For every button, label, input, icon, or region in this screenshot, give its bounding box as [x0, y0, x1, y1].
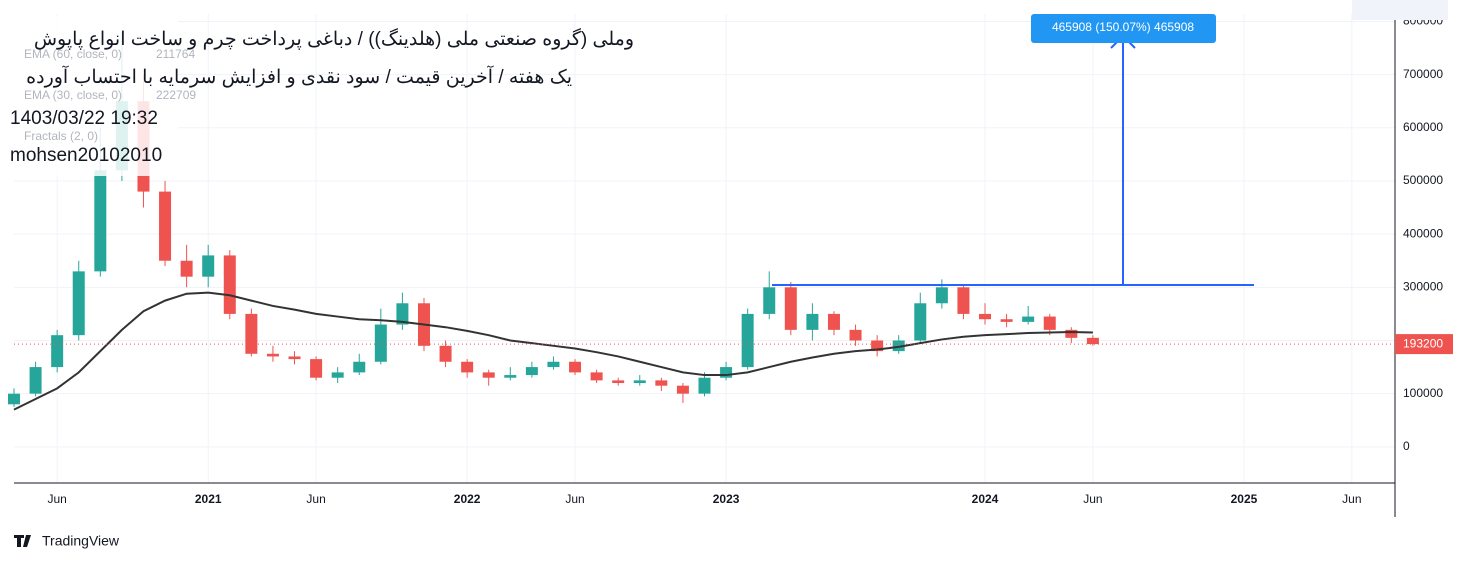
- candle-body: [720, 367, 733, 378]
- candle-body: [51, 335, 64, 368]
- author: mohsen20102010: [10, 145, 162, 166]
- candle-body: [655, 380, 668, 386]
- x-tick-label: 2021: [195, 492, 222, 506]
- candle-body: [698, 377, 711, 394]
- candle-body: [331, 372, 344, 378]
- measure-box: [1031, 14, 1216, 43]
- x-tick-label: Jun: [1342, 492, 1361, 506]
- x-tick-label: 2022: [454, 492, 481, 506]
- candle-body: [569, 361, 582, 373]
- candle-body: [353, 361, 366, 373]
- candle-body: [159, 191, 172, 261]
- candle-body: [871, 340, 884, 352]
- y-tick-label: 300000: [1403, 279, 1443, 293]
- x-tick-label: Jun: [1083, 492, 1102, 506]
- candle-body: [741, 313, 754, 368]
- candle-body: [935, 287, 948, 304]
- indicator-name: Fractals (2, 0): [24, 129, 98, 143]
- title: وملی (گروه صنعتی ملی (هلدینگ)) / دباغی پ…: [34, 27, 634, 50]
- candle-body: [1086, 337, 1099, 345]
- indicator-name: EMA (60, close, 0): [24, 47, 122, 61]
- y-tick-label: 500000: [1403, 173, 1443, 187]
- indicator-legend: EMA (60, close, 0) 211764 EMA (30, close, …: [24, 47, 196, 143]
- candle-body: [461, 361, 474, 373]
- candle-body: [439, 345, 452, 362]
- y-tick-label: 700000: [1403, 67, 1443, 81]
- candle-body: [245, 313, 258, 354]
- candle-body: [763, 287, 776, 314]
- candle-body: [374, 324, 387, 362]
- candle-body: [676, 385, 689, 394]
- last-price-box: [1395, 334, 1453, 355]
- subtitle: یک هفته / آخرین قیمت / سود نقدی و افزایش…: [26, 65, 572, 88]
- candle-body: [525, 367, 538, 376]
- indicator-value: 211764: [156, 47, 195, 61]
- x-tick-label: Jun: [306, 492, 325, 506]
- y-tick-label: 100000: [1403, 386, 1443, 400]
- x-tick-label: Jun: [565, 492, 584, 506]
- ema-line: [13, 291, 1093, 411]
- header-bg: [8, 16, 178, 176]
- candle-body: [310, 359, 323, 378]
- brand: TradingView: [42, 533, 120, 549]
- candle-body: [266, 353, 279, 357]
- x-tick-label: 2023: [713, 492, 740, 506]
- candle-body: [1000, 319, 1013, 322]
- candle-body: [849, 329, 862, 341]
- candle-body: [288, 356, 301, 360]
- indicator-value: 222709: [156, 88, 196, 102]
- x-tick-label: 2024: [972, 492, 999, 506]
- candle-body: [957, 287, 970, 314]
- candle-body: [180, 260, 193, 277]
- low-box: [1352, 0, 1448, 20]
- measure-label: 465908 (150.07%) 465908: [1052, 20, 1194, 34]
- last-price-label: 193200: [1403, 336, 1443, 350]
- candle-body: [202, 255, 215, 277]
- candle-body: [223, 255, 236, 314]
- candle-body: [482, 372, 495, 378]
- candle-body: [8, 393, 20, 405]
- candle-body: [633, 380, 646, 384]
- candle-body: [827, 313, 840, 330]
- candle-body: [94, 170, 107, 272]
- x-tick-label: Jun: [47, 492, 66, 506]
- y-tick-label: 0: [1403, 439, 1410, 453]
- brand-logo: [14, 535, 31, 547]
- y-tick-label: 600000: [1403, 120, 1443, 134]
- candle-body: [892, 340, 905, 352]
- candle-body: [504, 375, 517, 378]
- x-tick-label: 2025: [1231, 492, 1258, 506]
- candle-body: [590, 372, 603, 381]
- candle-body: [1043, 316, 1056, 330]
- candle-body: [979, 313, 992, 320]
- candle-body: [1022, 316, 1035, 322]
- candle-body: [612, 380, 625, 384]
- candle-body: [547, 361, 560, 368]
- candle-body: [914, 303, 927, 341]
- candle-body: [784, 287, 797, 330]
- candle-body: [806, 313, 819, 330]
- candle-body: [1065, 329, 1078, 338]
- indicator-name: EMA (30, close, 0): [24, 88, 122, 102]
- candle-body: [396, 303, 409, 325]
- timestamp: 1403/03/22 19:32: [10, 108, 158, 129]
- candle-body: [72, 271, 85, 336]
- candle-body: [29, 367, 42, 394]
- y-tick-label: 400000: [1403, 226, 1443, 240]
